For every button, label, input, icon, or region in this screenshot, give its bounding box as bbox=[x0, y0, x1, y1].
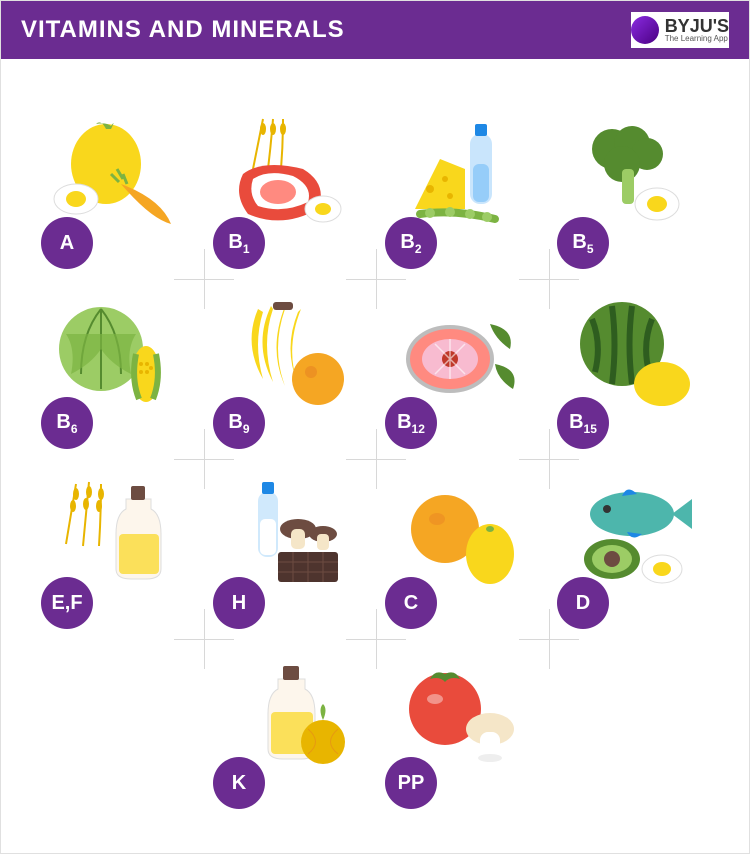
vitamin-label: H bbox=[232, 592, 246, 615]
vitamin-cell: B5 bbox=[547, 99, 719, 279]
vitamin-cell: B6 bbox=[31, 279, 203, 459]
vitamin-label: A bbox=[60, 232, 74, 255]
vitamin-badge: B2 bbox=[385, 217, 437, 269]
food-illustration-icon bbox=[223, 654, 353, 774]
vitamin-cell: PP bbox=[375, 639, 547, 819]
vitamin-label: PP bbox=[398, 772, 425, 795]
header-bar: VITAMINS AND MINERALS BYJU'S The Learnin… bbox=[1, 1, 749, 59]
vitamin-badge: PP bbox=[385, 757, 437, 809]
vitamin-cell: C bbox=[375, 459, 547, 639]
vitamin-badge: H bbox=[213, 577, 265, 629]
vitamin-badge: C bbox=[385, 577, 437, 629]
food-illustration-icon bbox=[395, 654, 525, 774]
vitamin-cell: B1 bbox=[203, 99, 375, 279]
vitamin-label: B2 bbox=[400, 231, 421, 256]
logo-mark-icon bbox=[631, 16, 659, 44]
food-illustration-icon bbox=[395, 294, 525, 414]
brand-logo: BYJU'S The Learning App bbox=[631, 12, 729, 48]
vitamin-cell: B9 bbox=[203, 279, 375, 459]
vitamin-badge: B15 bbox=[557, 397, 609, 449]
vitamin-label: B12 bbox=[397, 411, 425, 436]
food-illustration-icon bbox=[223, 474, 353, 594]
food-illustration-icon bbox=[51, 474, 181, 594]
vitamin-grid: A B1 B2 B5 bbox=[1, 59, 749, 839]
vitamin-badge: B6 bbox=[41, 397, 93, 449]
page-title: VITAMINS AND MINERALS bbox=[21, 16, 345, 44]
food-illustration-icon bbox=[395, 114, 525, 234]
vitamin-cell: B15 bbox=[547, 279, 719, 459]
vitamin-label: B1 bbox=[228, 231, 249, 256]
vitamin-cell: H bbox=[203, 459, 375, 639]
food-illustration-icon bbox=[567, 474, 697, 594]
vitamin-cell: A bbox=[31, 99, 203, 279]
logo-subtitle: The Learning App bbox=[665, 35, 729, 43]
food-illustration-icon bbox=[51, 294, 181, 414]
vitamin-label: E,F bbox=[51, 592, 82, 615]
vitamin-label: B15 bbox=[569, 411, 597, 436]
vitamin-label: B5 bbox=[572, 231, 593, 256]
vitamin-badge: E,F bbox=[41, 577, 93, 629]
vitamin-cell: K bbox=[203, 639, 375, 819]
vitamin-badge: D bbox=[557, 577, 609, 629]
vitamin-badge: B1 bbox=[213, 217, 265, 269]
vitamin-badge: B12 bbox=[385, 397, 437, 449]
food-illustration-icon bbox=[567, 114, 697, 234]
vitamin-cell: B2 bbox=[375, 99, 547, 279]
vitamin-badge: K bbox=[213, 757, 265, 809]
food-illustration-icon bbox=[395, 474, 525, 594]
vitamin-cell: B12 bbox=[375, 279, 547, 459]
vitamin-badge: B5 bbox=[557, 217, 609, 269]
food-illustration-icon bbox=[51, 114, 181, 234]
vitamin-badge: A bbox=[41, 217, 93, 269]
vitamin-label: C bbox=[404, 592, 418, 615]
vitamin-label: B9 bbox=[228, 411, 249, 436]
vitamin-cell: D bbox=[547, 459, 719, 639]
vitamin-badge: B9 bbox=[213, 397, 265, 449]
vitamin-label: K bbox=[232, 772, 246, 795]
vitamin-label: D bbox=[576, 592, 590, 615]
vitamin-label: B6 bbox=[56, 411, 77, 436]
vitamin-cell: E,F bbox=[31, 459, 203, 639]
food-illustration-icon bbox=[223, 294, 353, 414]
logo-title: BYJU'S bbox=[665, 17, 729, 35]
food-illustration-icon bbox=[567, 294, 697, 414]
food-illustration-icon bbox=[223, 114, 353, 234]
